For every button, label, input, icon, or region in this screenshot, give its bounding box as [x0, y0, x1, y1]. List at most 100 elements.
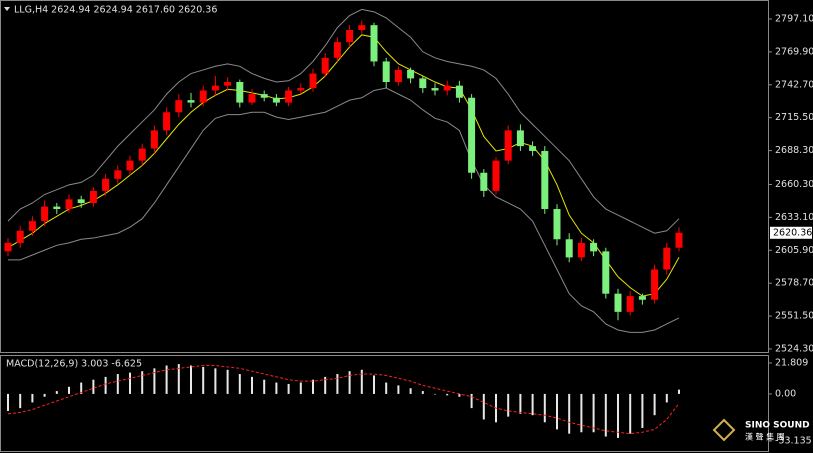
candle-body: [150, 130, 158, 149]
candle-body: [358, 25, 366, 31]
candle-body: [65, 199, 73, 210]
candle-body: [394, 69, 402, 83]
macd-bar: [482, 393, 485, 420]
candle-body: [590, 242, 598, 252]
macd-bar: [55, 391, 58, 394]
y-tick-label: 2524.30: [775, 343, 813, 354]
y-tick-label: 2660.30: [775, 179, 813, 190]
candle-body: [41, 206, 49, 222]
candle-body: [480, 172, 488, 191]
macd-panel-border: [0, 355, 769, 452]
candle-body: [16, 230, 24, 243]
macd-bar: [592, 393, 595, 433]
macd-bar: [324, 376, 327, 394]
candle-body: [163, 112, 171, 131]
candle-body: [431, 88, 439, 91]
macd-bar: [19, 393, 22, 409]
candle-body: [541, 150, 549, 210]
candle-body: [675, 232, 683, 248]
y-tick-label: 2551.50: [775, 311, 813, 322]
candle-body: [224, 82, 232, 86]
macd-bar: [385, 382, 388, 394]
macd-bar: [31, 393, 34, 403]
macd-bar: [165, 365, 168, 394]
candle-body: [638, 296, 646, 300]
candle-body: [516, 130, 524, 147]
macd-bar: [653, 393, 656, 416]
y-tick-label: 2688.30: [775, 145, 813, 156]
macd-bar: [68, 386, 70, 394]
last-price-label: 2620.36: [773, 227, 812, 238]
candle-body: [28, 221, 36, 231]
candle-body: [663, 247, 671, 270]
y-tick-label: 2633.10: [775, 212, 813, 223]
macd-bar: [360, 369, 363, 394]
macd-bar: [507, 393, 510, 417]
candle-body: [309, 73, 317, 89]
signal-line: [7, 365, 680, 435]
macd-bar: [177, 364, 180, 394]
candle-body: [297, 88, 305, 91]
y-tick-label: 2605.90: [775, 245, 813, 256]
candle-body: [321, 57, 329, 74]
candle-body: [236, 82, 244, 103]
candle-body: [553, 209, 561, 240]
candle-body: [529, 146, 537, 151]
candle-body: [4, 242, 12, 252]
macd-bar: [336, 374, 339, 394]
macd-bar: [226, 369, 229, 394]
macd-bar: [153, 368, 156, 394]
macd-bar: [80, 382, 83, 394]
macd-bar: [556, 393, 558, 430]
macd-bar: [519, 393, 522, 414]
candle-body: [102, 178, 110, 191]
candle-body: [577, 242, 585, 258]
candle-body: [333, 42, 341, 58]
macd-bar: [141, 371, 144, 394]
macd-bar: [43, 393, 46, 397]
menu-arrow[interactable]: [4, 7, 10, 11]
candle-body: [187, 100, 195, 103]
macd-bar: [116, 374, 119, 394]
candle-body: [248, 94, 256, 103]
indicator-line: [8, 87, 680, 333]
candle-body: [346, 30, 354, 43]
candle-body: [651, 269, 659, 300]
logo-subtext: 漢 聲 集 團: [745, 432, 785, 442]
macd-bar: [421, 391, 424, 394]
candle-body: [285, 90, 293, 103]
macd-bar: [214, 368, 217, 394]
candle-body: [443, 85, 451, 91]
candle-body: [382, 61, 390, 83]
macd-bar: [287, 383, 290, 394]
y-tick-label: -33.135: [775, 435, 812, 446]
logo-icon: [712, 418, 736, 442]
macd-bar: [470, 393, 473, 409]
candle-body: [126, 160, 134, 171]
candle-body: [77, 199, 85, 203]
macd-bar: [568, 393, 571, 434]
y-tick-label: 2742.70: [775, 79, 813, 90]
y-tick-label: 2578.70: [775, 278, 813, 289]
candle-body: [407, 69, 415, 79]
macd-bar: [373, 375, 375, 394]
macd-bar: [299, 382, 302, 394]
macd-bar: [641, 393, 644, 428]
candle-body: [504, 130, 512, 161]
candle-body: [602, 251, 610, 294]
candle-body: [468, 97, 476, 173]
candle-body: [53, 206, 61, 210]
macd-bar: [275, 382, 278, 394]
candle-body: [89, 190, 97, 203]
macd-bar: [665, 393, 668, 403]
macd-bar: [104, 376, 107, 394]
logo: SINO SOUND 漢 聲 集 團: [712, 418, 810, 442]
logo-text: SINO SOUND: [745, 421, 810, 431]
macd-bar: [543, 393, 546, 423]
y-tick-label: 2797.10: [775, 13, 813, 24]
main-panel-border: [0, 0, 769, 353]
macd-bar: [129, 372, 131, 394]
candle-body: [260, 94, 268, 98]
candle-body: [455, 85, 463, 98]
